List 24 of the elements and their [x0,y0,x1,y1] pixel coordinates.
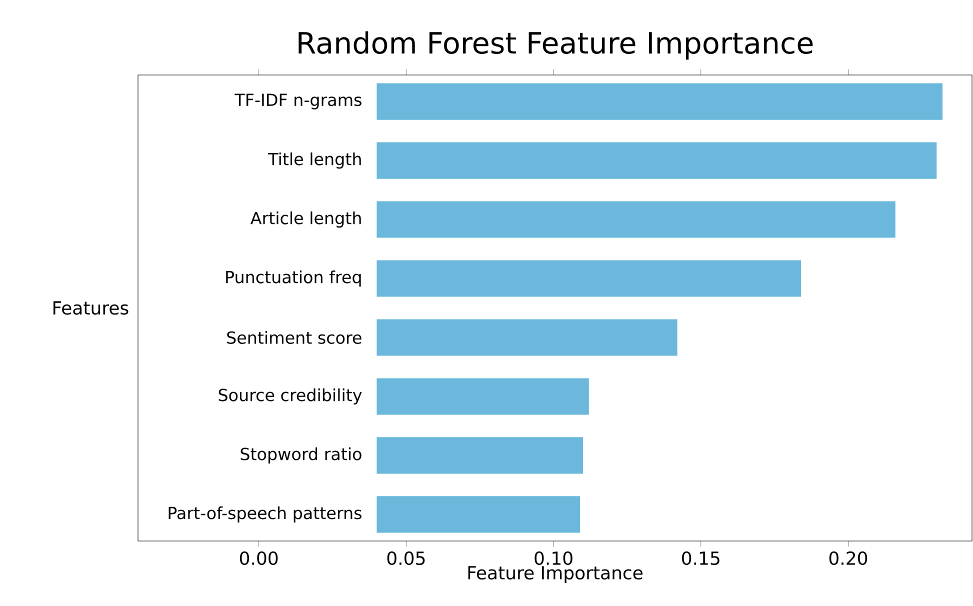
bar [376,83,943,120]
y-tick-label: Title length [268,152,361,169]
y-tick-label: Punctuation freq [226,270,361,287]
x-tick-label: 0.05 [387,551,425,566]
bar [376,437,584,474]
y-tick-label: Part-of-speech patterns [168,506,362,523]
x-tick-label: 0.00 [240,551,278,566]
x-tick-label: 0.10 [534,551,572,566]
bar [376,319,678,356]
bar [376,260,802,297]
bar [376,201,896,238]
y-tick-label: Source credibility [218,388,362,405]
x-tick-label: 0.15 [682,551,720,566]
y-tick-label: Stopword ratio [240,447,362,464]
bar [376,142,937,179]
y-tick-label: TF-IDF n-grams [234,94,362,110]
chart-title: Random Forest Feature Importance [298,31,813,60]
bar [376,496,580,533]
bar [376,378,589,415]
y-axis-title: Features [53,301,128,315]
x-axis-title: Feature Importance [468,566,642,584]
y-tick-label: Sentiment score [227,331,362,344]
x-tick-label: 0.20 [829,551,868,566]
y-tick-label: Article length [250,211,361,228]
